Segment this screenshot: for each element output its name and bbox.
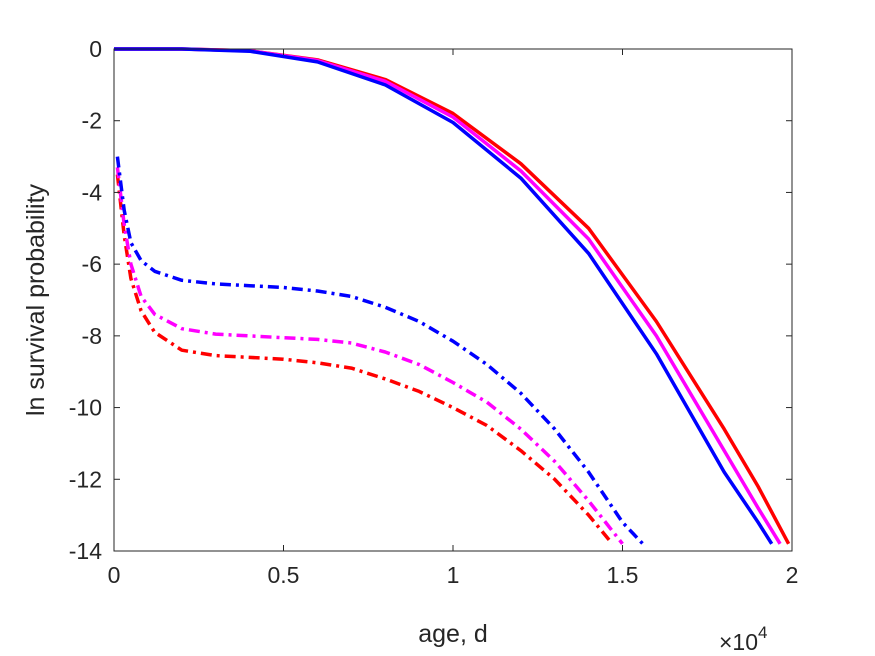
plot-area <box>114 49 792 551</box>
x-tick-label: 2 <box>786 562 799 588</box>
series-layer <box>114 47 791 546</box>
y-tick-label: -2 <box>82 108 102 134</box>
y-tick-label: 0 <box>89 36 102 62</box>
y-tick-label: -4 <box>82 179 103 205</box>
y-tick-label: -10 <box>69 395 102 421</box>
x-exponent-power: 4 <box>758 623 767 642</box>
y-tick-label: -12 <box>69 466 102 492</box>
x-exponent-base: ×10 <box>719 629 758 655</box>
series-line-2 <box>114 47 774 545</box>
x-axis-label: age, d <box>418 620 488 648</box>
y-tick-label: -6 <box>82 251 102 277</box>
y-axis-label: ln survival probability <box>22 183 50 416</box>
x-tick-label: 0 <box>108 562 121 588</box>
x-tick-label: 1 <box>447 562 460 588</box>
x-tick-label: 0.5 <box>268 562 300 588</box>
series-line-4 <box>115 167 624 545</box>
tick-layer: 0 0.5 1 1.5 2 0 -2 -4 -6 -8 -10 -12 -14 <box>69 36 799 588</box>
x-tick-label: 1.5 <box>607 562 639 588</box>
series-line-3 <box>115 174 614 545</box>
x-exponent-label: ×104 <box>719 623 767 655</box>
series-line-5 <box>115 156 645 546</box>
y-tick-label: -14 <box>69 538 102 564</box>
y-tick-label: -8 <box>82 323 102 349</box>
